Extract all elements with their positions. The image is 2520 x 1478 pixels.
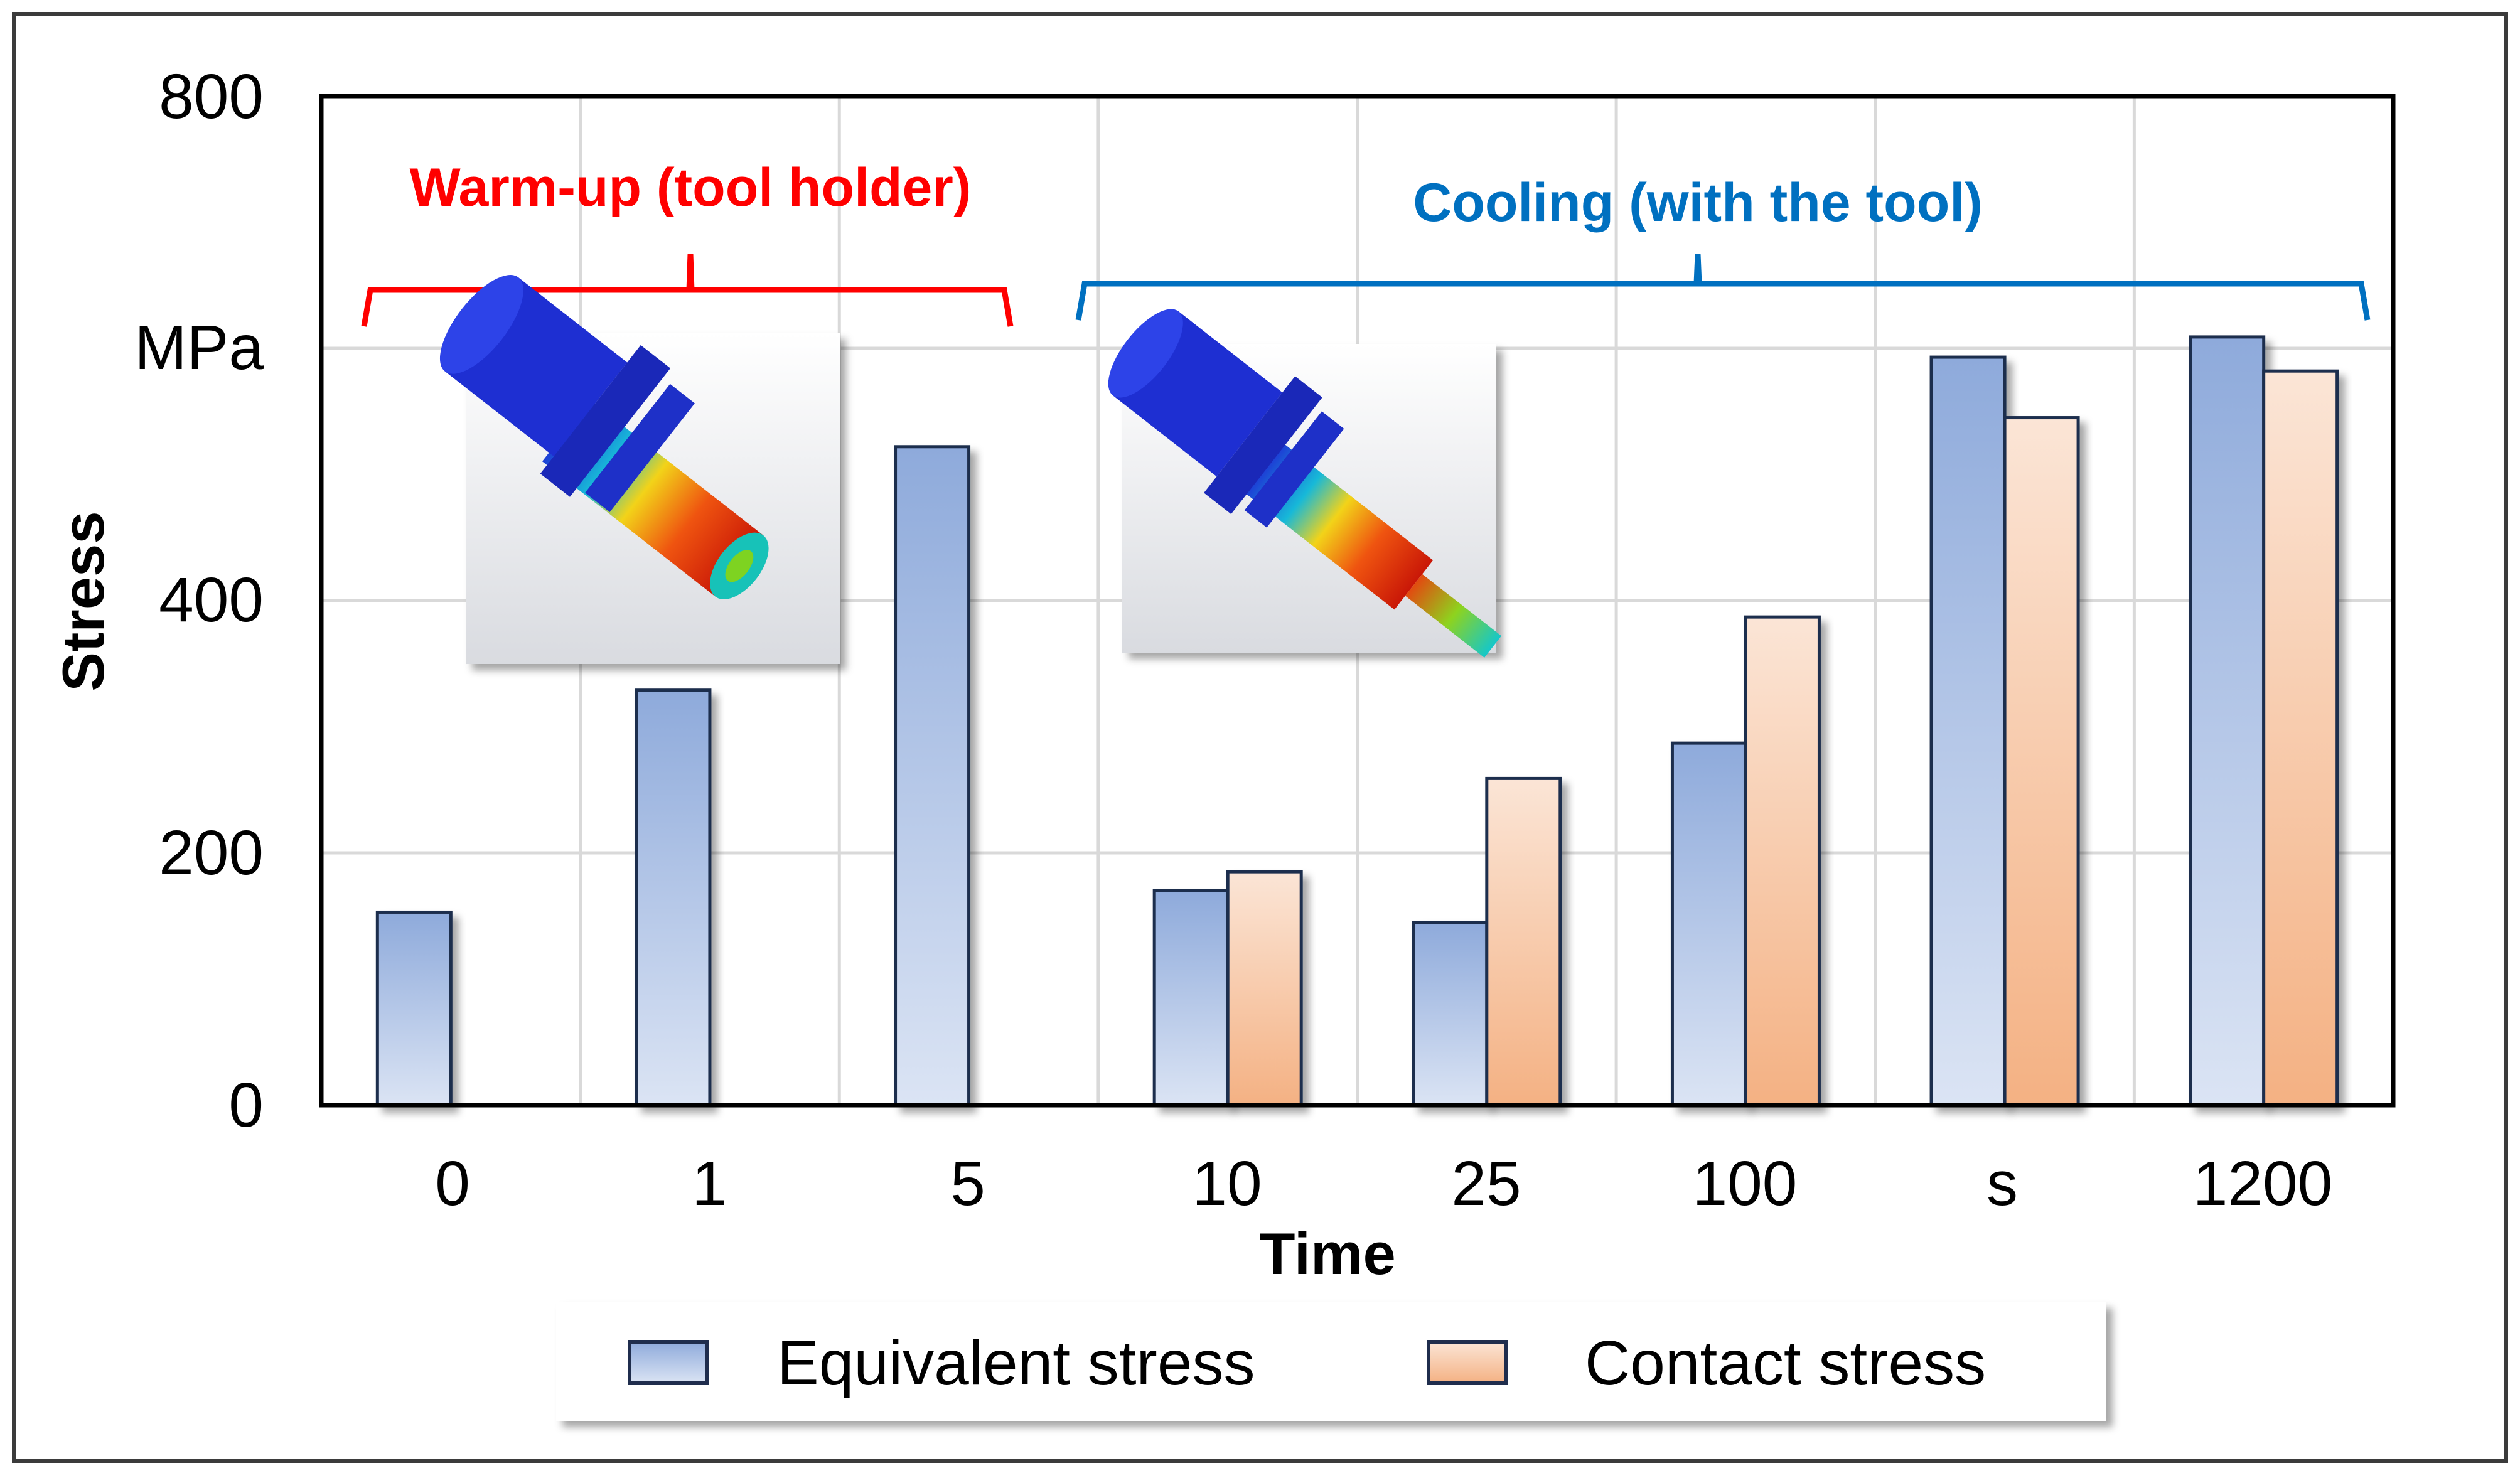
warm-up-brace xyxy=(361,254,1014,327)
bar-equivalent-stress xyxy=(635,688,712,1107)
x-tick-label: s xyxy=(1987,1149,2018,1219)
legend-box xyxy=(556,1302,2106,1421)
legend-label-contact: Contact stress xyxy=(1585,1328,1986,1398)
warm-up-annotation: Warm-up (tool holder) xyxy=(410,158,972,218)
cooling-brace xyxy=(1075,254,2371,321)
bar-equivalent-stress xyxy=(1670,741,1747,1107)
y-axis-title: Stress xyxy=(50,511,116,691)
bar-equivalent-stress xyxy=(1929,355,2007,1107)
x-tick-label: 1 xyxy=(692,1149,727,1219)
legend-swatch-equivalent xyxy=(628,1340,709,1385)
x-tick-label: 0 xyxy=(435,1149,470,1219)
legend: Equivalent stress Contact stress xyxy=(556,1302,2106,1421)
bar-contact-stress xyxy=(1485,776,1562,1107)
y-tick-label: 0 xyxy=(228,1070,264,1140)
x-tick-label: 10 xyxy=(1192,1149,1262,1219)
plot-area-border xyxy=(319,94,2396,1108)
x-tick-label: 5 xyxy=(950,1149,985,1219)
bar-contact-stress xyxy=(2003,416,2080,1107)
bar-equivalent-stress xyxy=(2189,335,2266,1107)
figure-frame xyxy=(12,12,2508,1463)
bar-equivalent-stress xyxy=(1412,921,1489,1107)
bar-contact-stress xyxy=(2262,369,2339,1107)
tool-with-drill-simulation-image xyxy=(1108,309,1502,658)
y-tick-label: 200 xyxy=(159,818,264,888)
bar-equivalent-stress xyxy=(375,910,453,1107)
bar-contact-stress xyxy=(1744,615,1821,1107)
bar-contact-stress xyxy=(1226,870,1303,1107)
legend-label-equivalent: Equivalent stress xyxy=(777,1328,1255,1398)
x-tick-label: 1200 xyxy=(2193,1149,2332,1219)
y-tick-label: 400 xyxy=(159,565,264,635)
y-tick-label: 800 xyxy=(159,62,264,132)
bar-equivalent-stress xyxy=(1152,889,1230,1107)
cooling-annotation: Cooling (with the tool) xyxy=(1413,173,1983,233)
x-tick-label: 100 xyxy=(1693,1149,1798,1219)
y-unit-label: MPa xyxy=(134,313,264,383)
tool-holder-simulation-image xyxy=(439,275,840,664)
bar-equivalent-stress xyxy=(894,445,971,1107)
legend-swatch-contact xyxy=(1427,1340,1508,1385)
x-tick-label: 25 xyxy=(1451,1149,1521,1219)
x-axis-title: Time xyxy=(1259,1221,1396,1287)
